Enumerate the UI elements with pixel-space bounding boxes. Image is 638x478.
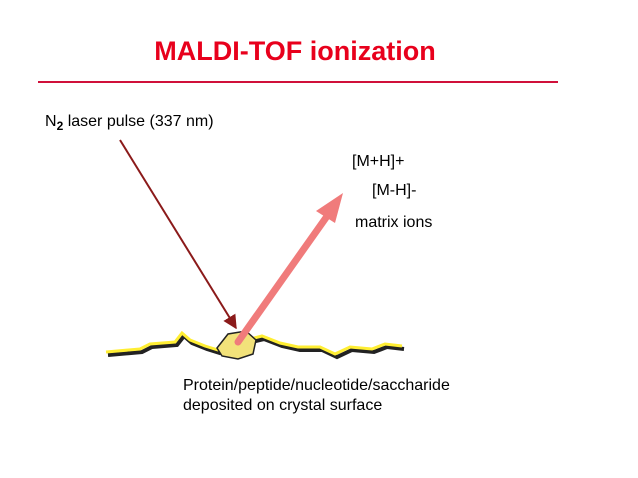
ion-label: [M+H]+ (352, 153, 404, 170)
slide-title: MALDI-TOF ionization (154, 36, 435, 66)
ion-label: matrix ions (355, 214, 432, 231)
caption-line: deposited on crystal surface (183, 397, 382, 414)
laser-arrow (119, 139, 237, 330)
laser-rest: laser pulse (337 nm) (63, 113, 213, 130)
ion-label: [M-H]- (372, 182, 416, 199)
ion-arrow-shaft (234, 208, 334, 346)
caption-line: Protein/peptide/nucleotide/saccharide (183, 377, 450, 394)
laser-prefix: N (45, 113, 57, 130)
laser-subscript: 2 (57, 119, 64, 133)
ion-arrow-head (316, 193, 343, 223)
laser-label: N2 laser pulse (337 nm) (45, 113, 214, 133)
